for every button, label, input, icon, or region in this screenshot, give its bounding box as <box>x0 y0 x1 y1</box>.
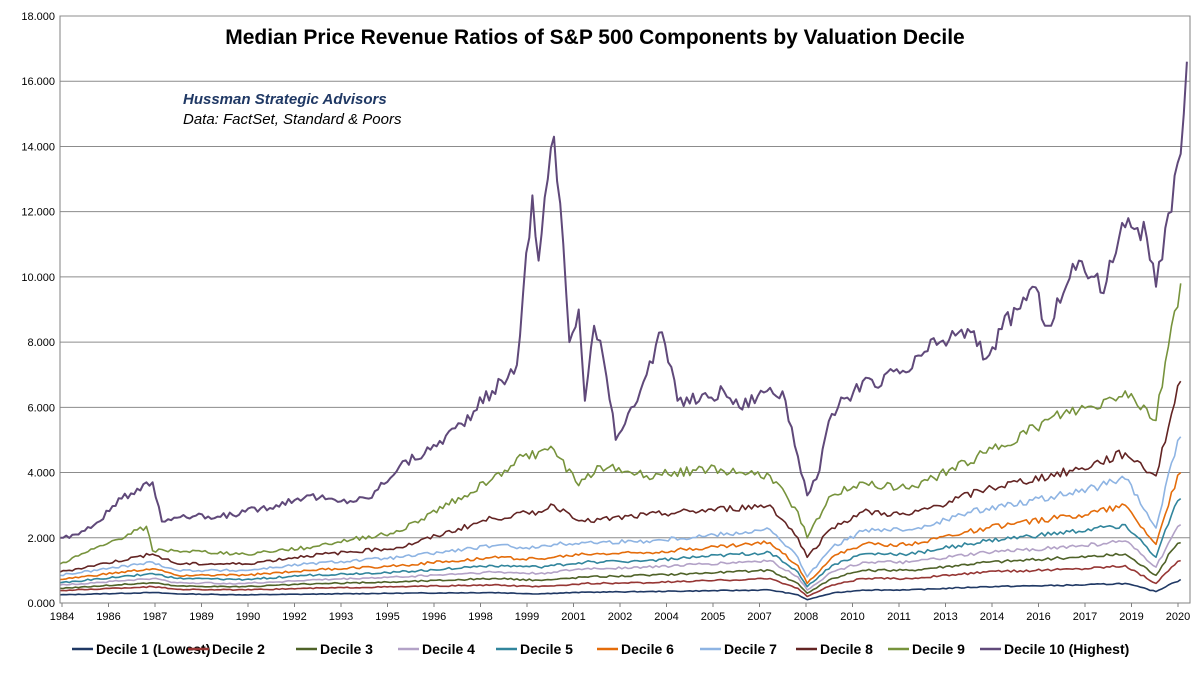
y-tick-label: 14.000 <box>21 141 55 153</box>
x-tick-label: 2005 <box>701 611 725 623</box>
x-tick-label: 2008 <box>794 611 818 623</box>
chart-title: Median Price Revenue Ratios of S&P 500 C… <box>225 26 965 49</box>
legend-label: Decile 4 <box>422 641 475 657</box>
plot-background <box>59 15 1191 604</box>
series-line-decile-2 <box>59 559 1181 598</box>
x-tick-label: 2004 <box>654 611 678 623</box>
series-lines <box>59 61 1188 601</box>
y-tick-label: 12.000 <box>21 207 55 219</box>
y-tick-label: 4.000 <box>27 468 55 480</box>
series-line-decile-6 <box>59 471 1182 585</box>
x-tick-label: 1989 <box>189 611 213 623</box>
series-line-decile-7 <box>59 436 1182 578</box>
legend-label: Decile 8 <box>820 641 873 657</box>
series-line-decile-9 <box>59 283 1182 565</box>
x-tick-label: 2013 <box>933 611 957 623</box>
y-tick-label: 18.000 <box>21 11 55 23</box>
legend-label: Decile 5 <box>520 641 573 657</box>
x-tick-label: 1986 <box>96 611 120 623</box>
x-tick-label: 1984 <box>50 611 74 623</box>
x-tick-label: 2011 <box>887 611 911 623</box>
x-tick-label: 1996 <box>422 611 446 623</box>
x-tick-label: 2002 <box>608 611 632 623</box>
series-line-decile-1 <box>59 578 1182 601</box>
legend-label: Decile 7 <box>724 641 777 657</box>
x-tick-label: 2016 <box>1026 611 1050 623</box>
source-credit-firm: Hussman Strategic Advisors <box>183 91 387 108</box>
gridlines <box>60 15 1190 539</box>
x-tick-label: 1995 <box>375 611 399 623</box>
x-tick-label: 2014 <box>980 611 1004 623</box>
source-credit-data: Data: FactSet, Standard & Poors <box>183 111 402 128</box>
legend-label: Decile 1 (Lowest) <box>96 641 210 657</box>
x-tick-label: 2017 <box>1073 611 1097 623</box>
series-line-decile-10 <box>60 61 1188 539</box>
x-tick-label: 1990 <box>236 611 260 623</box>
series-line-decile-3 <box>59 541 1181 594</box>
x-tick-label: 2007 <box>747 611 771 623</box>
legend-label: Decile 3 <box>320 641 373 657</box>
x-tick-label: 2020 <box>1166 611 1190 623</box>
series-line-decile-4 <box>59 524 1182 591</box>
x-tick-label: 2010 <box>840 611 864 623</box>
legend-label: Decile 2 <box>212 641 265 657</box>
legend: Decile 1 (Lowest) Decile 2 Decile 3 Decile … <box>72 641 1129 657</box>
series-line-decile-5 <box>59 497 1182 588</box>
x-tick-label: 1998 <box>468 611 492 623</box>
y-tick-label: 2.000 <box>27 533 55 545</box>
x-tick-label: 1987 <box>143 611 167 623</box>
x-tick-label: 1999 <box>515 611 539 623</box>
y-tick-label: 10.000 <box>21 272 55 284</box>
y-tick-labels: 0.000 2.000 4.000 6.000 8.000 10.000 12.000 14.… <box>21 11 55 610</box>
x-tick-label: 2019 <box>1119 611 1143 623</box>
legend-label: Decile 9 <box>912 641 965 657</box>
x-tick-label: 2001 <box>561 611 585 623</box>
y-tick-label: 8.000 <box>27 337 55 349</box>
x-tick-label: 1992 <box>282 611 306 623</box>
series-line-decile-8 <box>59 380 1182 573</box>
y-tick-label: 16.000 <box>21 76 55 88</box>
x-tick-labels: 1984 1986 1987 1989 1990 1992 1993 1995 1996 1998… <box>50 603 1190 623</box>
legend-label: Decile 6 <box>621 641 674 657</box>
x-tick-label: 1993 <box>329 611 353 623</box>
y-tick-label: 0.000 <box>27 598 55 610</box>
y-tick-label: 6.000 <box>27 402 55 414</box>
legend-label: Decile 10 (Highest) <box>1004 641 1129 657</box>
